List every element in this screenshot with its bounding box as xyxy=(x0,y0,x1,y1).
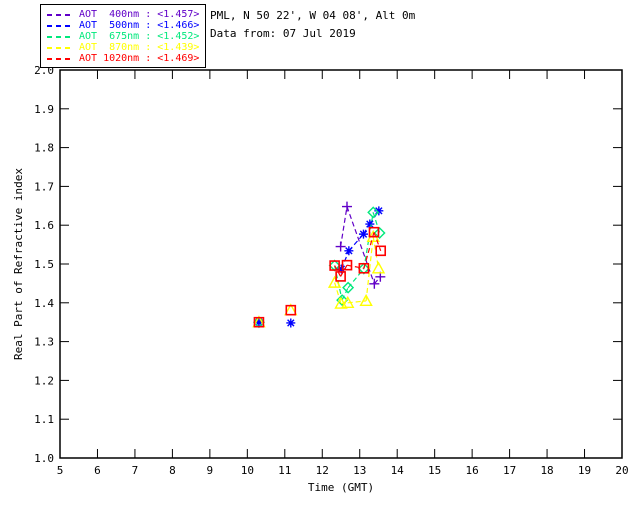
marker-aot-500nm xyxy=(344,246,354,256)
legend-entry-675nm: AOT 675nm : <1.452> xyxy=(47,31,199,42)
y-axis-title: Real Part of Refractive index xyxy=(12,168,25,360)
marker-aot-400nm xyxy=(369,278,380,289)
y-tick-label: 1.6 xyxy=(34,219,54,232)
y-tick-label: 1.4 xyxy=(34,297,54,310)
series-line xyxy=(340,206,381,285)
marker-aot-400nm xyxy=(335,241,346,252)
x-tick-label: 12 xyxy=(316,464,329,477)
legend-entry-870nm: AOT 870nm : <1.439> xyxy=(47,42,199,53)
marker-aot-675nm xyxy=(342,281,355,294)
x-tick-label: 8 xyxy=(169,464,176,477)
marker-aot-500nm xyxy=(254,317,264,327)
series-aot-400nm xyxy=(253,201,386,328)
x-tick-label: 19 xyxy=(578,464,591,477)
marker-aot-1020nm xyxy=(341,259,353,271)
plot-frame xyxy=(59,69,623,459)
legend-entry-label: AOT 1020nm : <1.469> xyxy=(79,53,200,64)
x-tick-label: 9 xyxy=(207,464,214,477)
legend-entry-400nm: AOT 400nm : <1.457> xyxy=(47,9,199,20)
marker-aot-1020nm xyxy=(335,271,346,282)
series-aot-1020nm xyxy=(253,226,387,328)
marker-aot-1020nm xyxy=(329,260,340,271)
marker-aot-400nm xyxy=(341,201,352,212)
legend-dash-icon xyxy=(47,57,74,60)
marker-aot-1020nm xyxy=(368,226,380,238)
x-tick-label: 13 xyxy=(353,464,366,477)
x-tick-label: 6 xyxy=(94,464,101,477)
y-tick-label: 1.3 xyxy=(34,336,54,349)
x-tick-label: 10 xyxy=(241,464,254,477)
series-aot-870nm xyxy=(252,229,386,328)
x-tick-label: 17 xyxy=(503,464,516,477)
y-tick-label: 1.0 xyxy=(34,452,54,465)
y-tick-label: 1.8 xyxy=(34,142,54,155)
x-tick-label: 20 xyxy=(615,464,628,477)
station-header: PML, N 50 22', W 04 08', Alt 0m Data fro… xyxy=(210,7,415,43)
legend-entry-label: AOT 500nm : <1.466> xyxy=(79,20,200,31)
legend-entry-label: AOT 870nm : <1.439> xyxy=(79,42,200,53)
marker-aot-1020nm xyxy=(253,316,265,328)
marker-aot-1020nm xyxy=(285,304,297,316)
station-info: PML, N 50 22', W 04 08', Alt 0m xyxy=(210,9,416,22)
marker-aot-500nm xyxy=(286,318,296,328)
marker-aot-870nm xyxy=(334,296,348,309)
marker-aot-500nm xyxy=(374,206,384,216)
marker-aot-870nm xyxy=(327,275,342,288)
marker-aot-1020nm xyxy=(375,245,387,257)
legend-entry-500nm: AOT 500nm : <1.466> xyxy=(47,20,199,31)
x-tick-label: 14 xyxy=(391,464,405,477)
legend-dash-icon xyxy=(47,24,74,27)
series-line xyxy=(334,231,382,277)
x-tick-label: 18 xyxy=(540,464,553,477)
y-tick-label: 1.5 xyxy=(34,258,54,271)
x-tick-label: 11 xyxy=(278,464,291,477)
marker-aot-500nm xyxy=(358,229,368,239)
marker-aot-675nm xyxy=(357,262,370,275)
y-tick-label: 1.2 xyxy=(34,374,54,387)
legend-entry-1020nm: AOT 1020nm : <1.469> xyxy=(47,53,199,64)
marker-aot-870nm xyxy=(371,261,386,274)
marker-aot-400nm xyxy=(375,271,386,282)
marker-aot-870nm xyxy=(359,293,373,307)
marker-aot-500nm xyxy=(365,219,375,229)
y-tick-label: 1.9 xyxy=(34,103,54,116)
x-tick-label: 5 xyxy=(57,464,64,477)
legend-dash-icon xyxy=(47,35,74,38)
y-tick-label: 1.1 xyxy=(34,413,54,426)
y-tick-label: 1.7 xyxy=(34,180,54,193)
x-axis-title: Time (GMT) xyxy=(308,481,374,494)
legend-entry-label: AOT 675nm : <1.452> xyxy=(79,31,200,42)
legend-dash-icon xyxy=(47,46,74,49)
x-tick-label: 16 xyxy=(466,464,479,477)
marker-aot-675nm xyxy=(367,206,380,219)
marker-aot-500nm xyxy=(336,264,346,274)
x-tick-label: 15 xyxy=(428,464,441,477)
series-line xyxy=(334,212,381,301)
legend: AOT 400nm : <1.457> AOT 500nm : <1.466> … xyxy=(40,4,207,68)
legend-dash-icon xyxy=(47,13,74,16)
marker-aot-870nm xyxy=(341,295,355,308)
marker-aot-675nm xyxy=(373,226,386,239)
marker-aot-675nm xyxy=(336,294,349,307)
x-tick-label: 7 xyxy=(132,464,139,477)
series-aot-675nm xyxy=(252,206,386,329)
data-date: Data from: 07 Jul 2019 xyxy=(210,27,356,40)
marker-aot-1020nm xyxy=(358,262,370,274)
legend-entry-label: AOT 400nm : <1.457> xyxy=(79,9,200,20)
